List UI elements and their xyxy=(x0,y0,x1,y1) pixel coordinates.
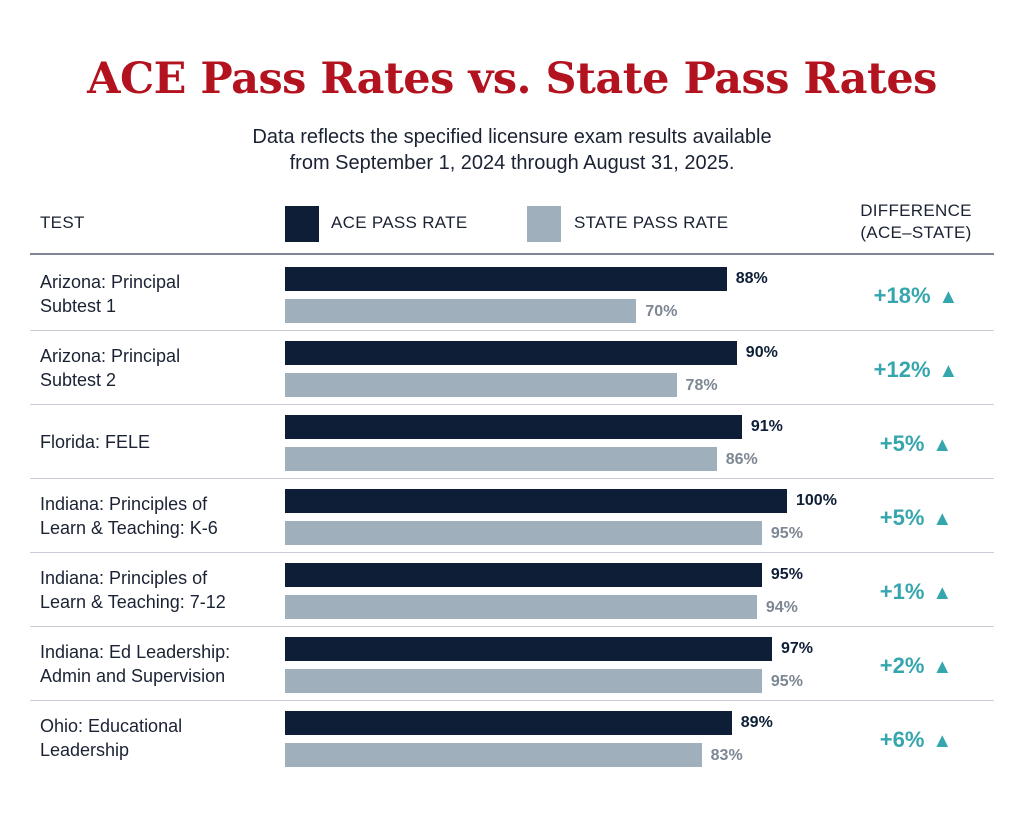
ace-value-label: 97% xyxy=(780,640,813,657)
row-label-line: Subtest 1 xyxy=(40,296,117,316)
state-value-label: 94% xyxy=(765,599,798,616)
difference-text: +5% xyxy=(879,431,925,456)
state-value-label: 78% xyxy=(685,377,718,394)
row-label-line: Arizona: Principal xyxy=(40,272,181,292)
chart-subtitle: Data reflects the specified licensure ex… xyxy=(112,124,912,176)
up-arrow-icon: ▲ xyxy=(932,656,953,678)
ace-bar xyxy=(285,489,787,513)
state-value-label: 95% xyxy=(770,673,803,690)
ace-value-label: 88% xyxy=(735,270,768,287)
ace-bar xyxy=(285,563,762,587)
ace-bar xyxy=(285,267,727,291)
difference-text: +2% xyxy=(879,653,925,678)
row-label: Indiana: Principles of Learn & Teaching: … xyxy=(40,566,226,614)
ace-value-label: 89% xyxy=(740,714,773,731)
ace-bar xyxy=(285,637,772,661)
difference-text: +6% xyxy=(879,727,925,752)
state-bar xyxy=(285,373,677,397)
state-value-label: 95% xyxy=(770,525,803,542)
state-bar xyxy=(285,299,637,323)
difference-value: +2% ▲ xyxy=(846,653,986,679)
row-label-line: Indiana: Principles of xyxy=(40,494,208,514)
state-bar xyxy=(285,595,757,619)
row-label-line: Arizona: Principal xyxy=(40,346,181,366)
difference-value: +12% ▲ xyxy=(846,357,986,383)
ace-value-label: 91% xyxy=(750,418,783,435)
state-value-label: 86% xyxy=(725,451,758,468)
up-arrow-icon: ▲ xyxy=(932,508,953,530)
legend-ace-swatch xyxy=(285,206,319,242)
legend-state-label: STATE PASS RATE xyxy=(574,213,729,232)
ace-value-label: 100% xyxy=(796,492,837,509)
state-bar xyxy=(285,521,762,545)
ace-value-label: 95% xyxy=(770,566,803,583)
row-label-line: Ohio: Educational xyxy=(40,716,183,736)
row-label: Indiana: Principles of Learn & Teaching: … xyxy=(40,492,218,540)
state-bar xyxy=(285,669,762,693)
up-arrow-icon: ▲ xyxy=(932,434,953,456)
subtitle-line-2: from September 1, 2024 through August 31… xyxy=(289,152,735,174)
header-difference-line-1: DIFFERENCE xyxy=(860,201,972,220)
difference-value: +18% ▲ xyxy=(846,283,986,309)
row-label: Indiana: Ed Leadership: Admin and Supervi… xyxy=(40,640,230,688)
legend-state-swatch xyxy=(527,206,561,242)
row-divider xyxy=(30,626,994,627)
row-label-line: Florida: FELE xyxy=(40,432,151,452)
row-label-line: Learn & Teaching: K-6 xyxy=(40,518,218,538)
up-arrow-icon: ▲ xyxy=(938,286,959,308)
row-label-line: Learn & Teaching: 7-12 xyxy=(40,592,226,612)
state-value-label: 70% xyxy=(645,303,678,320)
difference-text: +12% xyxy=(873,357,931,382)
row-label: Florida: FELE xyxy=(40,430,150,454)
row-label-line: Subtest 2 xyxy=(40,370,117,390)
difference-value: +5% ▲ xyxy=(846,431,986,457)
row-divider xyxy=(30,552,994,553)
row-label: Ohio: Educational Leadership xyxy=(40,714,182,762)
row-label-line: Admin and Supervision xyxy=(40,666,226,686)
ace-bar xyxy=(285,415,742,439)
state-bar xyxy=(285,447,717,471)
difference-value: +6% ▲ xyxy=(846,727,986,753)
header-difference: DIFFERENCE (ACE–STATE) xyxy=(846,200,986,244)
difference-text: +1% xyxy=(879,579,925,604)
difference-text: +5% xyxy=(879,505,925,530)
difference-text: +18% xyxy=(873,283,931,308)
up-arrow-icon: ▲ xyxy=(932,730,953,752)
up-arrow-icon: ▲ xyxy=(932,582,953,604)
up-arrow-icon: ▲ xyxy=(938,360,959,382)
header-divider xyxy=(30,253,994,255)
row-label-line: Indiana: Ed Leadership: xyxy=(40,642,231,662)
ace-value-label: 90% xyxy=(745,344,778,361)
ace-bar xyxy=(285,711,732,735)
state-bar xyxy=(285,743,702,767)
row-label: Arizona: Principal Subtest 2 xyxy=(40,344,180,392)
subtitle-line-1: Data reflects the specified licensure ex… xyxy=(252,126,772,148)
header-difference-line-2: (ACE–STATE) xyxy=(860,223,972,242)
difference-value: +5% ▲ xyxy=(846,505,986,531)
row-label-line: Indiana: Principles of xyxy=(40,568,208,588)
row-divider xyxy=(30,404,994,405)
row-divider xyxy=(30,700,994,701)
state-value-label: 83% xyxy=(710,747,743,764)
header-test: TEST xyxy=(40,213,85,232)
ace-bar xyxy=(285,341,737,365)
row-label-line: Leadership xyxy=(40,740,130,760)
row-divider xyxy=(30,330,994,331)
row-divider xyxy=(30,478,994,479)
chart-title: ACE Pass Rates vs. State Pass Rates xyxy=(87,54,937,104)
row-label: Arizona: Principal Subtest 1 xyxy=(40,270,180,318)
difference-value: +1% ▲ xyxy=(846,579,986,605)
legend-ace-label: ACE PASS RATE xyxy=(331,213,468,232)
